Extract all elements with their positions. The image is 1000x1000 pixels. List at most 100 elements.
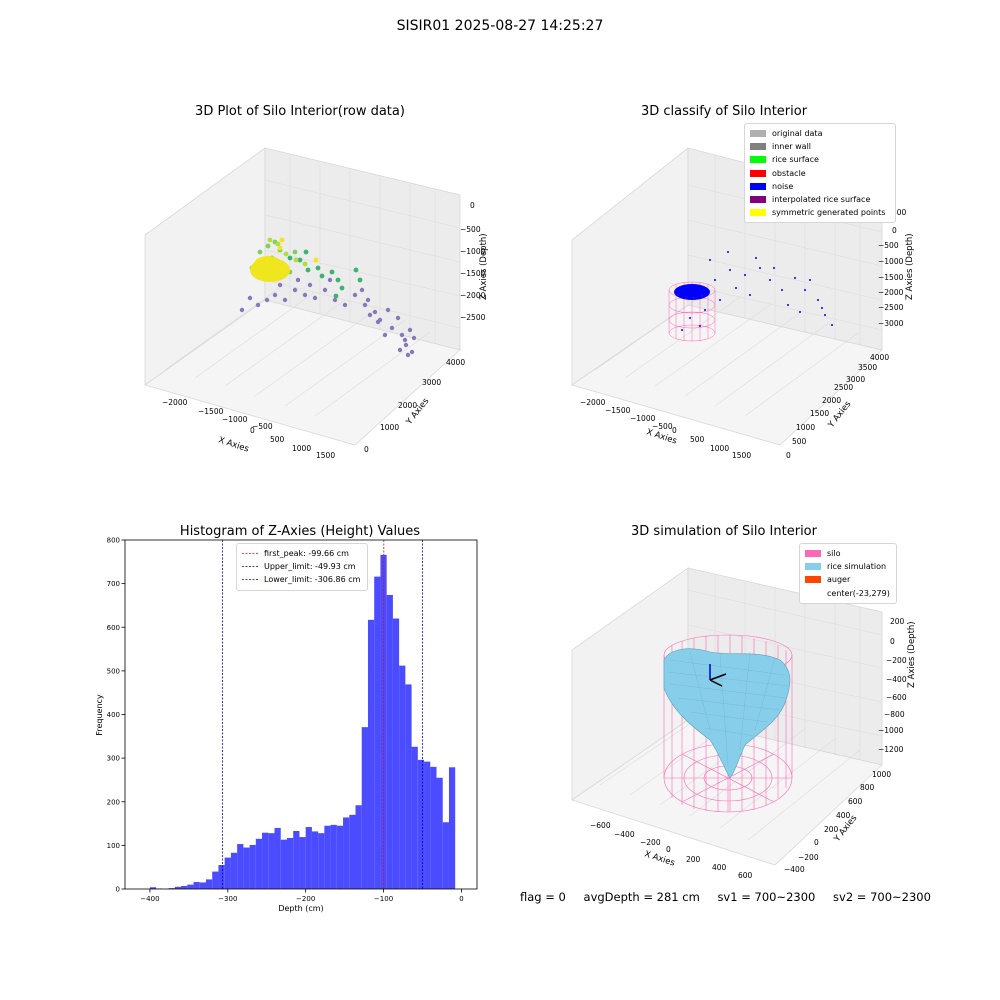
raw-xtick-label: −1000 <box>222 415 248 424</box>
legend-swatch <box>750 143 766 151</box>
histogram-bar <box>448 767 456 889</box>
legend-entry: silo <box>805 547 891 560</box>
legend-entry: first_peak: -99.66 cm <box>242 547 362 560</box>
raw-ytick-label: 4000 <box>446 358 465 367</box>
sim-ztick-label: −400 <box>886 675 907 684</box>
histogram-bar <box>442 822 449 889</box>
classify-ytick-label: 500 <box>792 437 807 446</box>
histogram-bar <box>311 831 319 889</box>
sim-ytick-label: −200 <box>798 853 819 862</box>
histogram-bar <box>149 887 157 889</box>
classify-xtick-label: 0 <box>672 426 677 435</box>
legend-label: rice simulation <box>827 562 887 572</box>
simulation-x-label: X Axies <box>643 849 676 868</box>
classify-legend: original data inner wall rice surface ob… <box>744 123 896 224</box>
legend-swatch <box>805 576 821 584</box>
legend-swatch <box>750 130 766 138</box>
histogram-bar <box>399 665 406 889</box>
classify-y-ticks: 0 500 1000 1500 2000 2500 3000 3500 4000 <box>786 353 889 460</box>
legend-label: noise <box>772 181 794 191</box>
histogram-ytick-label: 700 <box>107 580 120 588</box>
sim-ytick-label: 600 <box>848 797 863 806</box>
simulation-legend: silo rice simulation auger center(-23,27… <box>799 543 897 604</box>
histogram-bar <box>255 838 263 889</box>
histogram-ytick-label: 400 <box>107 711 120 719</box>
histogram-bar <box>367 619 375 889</box>
histogram-x-label: Depth (cm) <box>278 904 323 913</box>
legend-label: rice surface <box>772 155 819 165</box>
legend-swatch <box>750 182 766 190</box>
legend-swatch-line <box>242 579 258 581</box>
legend-swatch <box>750 196 766 204</box>
classify-ytick-label: 3500 <box>858 363 877 372</box>
sim-ztick-label: 200 <box>890 617 905 626</box>
histogram-bar <box>230 852 238 889</box>
classify-ytick-label: 4000 <box>870 353 889 362</box>
simulation-rice-surface <box>663 648 791 779</box>
classify-ztick-label: 0 <box>892 226 897 235</box>
classify-xtick-label: −2000 <box>580 398 606 407</box>
raw-x-ticks: −2000 −1500 −1000 −500 0 500 1000 1500 <box>162 398 335 460</box>
sv1-text: sv1 = 700~2300 <box>717 890 816 904</box>
legend-entry: auger <box>805 573 891 586</box>
histogram-bar <box>336 825 344 889</box>
histogram-bar <box>361 727 368 889</box>
histogram-ytick-label: 300 <box>107 755 120 763</box>
histogram-bar <box>299 837 306 889</box>
legend-swatch <box>805 590 821 597</box>
avg-depth-text: avgDepth = 281 cm <box>583 890 700 904</box>
classify-ztick-label: −1000 <box>878 257 904 266</box>
legend-label: inner wall <box>772 142 812 152</box>
histogram-bar <box>212 871 219 889</box>
histogram-bar <box>430 766 437 889</box>
simulation-rice-mesh <box>667 651 789 766</box>
histogram-ytick-label: 200 <box>107 798 120 806</box>
figure-suptitle: SISIR01 2025-08-27 14:25:27 <box>396 18 604 34</box>
histogram-bar <box>436 777 443 889</box>
classify-xtick-label: −1500 <box>605 406 631 415</box>
legend-label: original data <box>772 129 823 139</box>
simulation-z-label: Z Axies (Depth) <box>907 621 917 688</box>
histogram-bar <box>205 879 213 889</box>
legend-entry: obstacle <box>750 167 890 180</box>
raw-ytick-label: 2000 <box>398 401 417 410</box>
classify-ytick-label: 3000 <box>846 375 865 384</box>
histogram-title: Histogram of Z-Axies (Height) Values <box>179 524 421 539</box>
histogram-bar <box>380 554 387 889</box>
raw-ytick-label: 3000 <box>422 378 441 387</box>
auger-axes-icon <box>709 664 727 687</box>
sim-xtick-label: 200 <box>686 855 701 864</box>
raw-xtick-label: 1000 <box>292 444 311 453</box>
sim-ytick-label: 200 <box>824 825 839 834</box>
classify-ytick-label: 1000 <box>796 423 815 432</box>
histogram-y-label: Frequency <box>95 694 104 736</box>
classify-xtick-label: −500 <box>652 422 673 431</box>
classify-xtick-label: −1000 <box>630 414 656 423</box>
histogram-ytick-label: 800 <box>107 537 120 545</box>
histogram-bar <box>374 576 381 889</box>
classify-3d-plot: −2000 −1500 −1000 −500 0 500 1000 1500 X… <box>571 147 915 460</box>
raw-y-ticks: 0 1000 2000 3000 4000 <box>364 358 465 454</box>
classify-xtick-label: 1000 <box>710 444 729 453</box>
status-footer: flag = 0 avgDepth = 281 cm sv1 = 700~230… <box>520 890 945 904</box>
raw-xtick-label: −2000 <box>162 398 188 407</box>
sim-ytick-label: 400 <box>836 811 851 820</box>
histogram-bar <box>224 857 231 889</box>
raw-ztick-label: −2500 <box>460 313 486 322</box>
sim-xtick-label: 600 <box>738 871 753 880</box>
legend-label: Lower_limit: -306.86 cm <box>264 575 361 585</box>
histogram-bar <box>168 888 175 889</box>
classify-xtick-label: 1500 <box>732 451 751 460</box>
sim-xtick-label: −200 <box>640 838 661 847</box>
raw-ztick-label: −500 <box>460 225 481 234</box>
simulation-z-ticks: 200 0 −200 −400 −600 −800 −1000 −1200 <box>878 617 907 754</box>
raw-ztick-label: −2000 <box>460 291 486 300</box>
raw-3d-title: 3D Plot of Silo Interior(row data) <box>195 104 405 119</box>
histogram-bar <box>181 885 188 889</box>
classify-ztick-label: 500 <box>892 208 907 217</box>
histogram-bar <box>268 833 275 889</box>
histogram-ytick-label: 0 <box>116 886 120 894</box>
raw-point-cloud <box>239 237 417 358</box>
raw-xtick-label: −1500 <box>198 407 224 416</box>
histogram-bar <box>392 618 400 889</box>
